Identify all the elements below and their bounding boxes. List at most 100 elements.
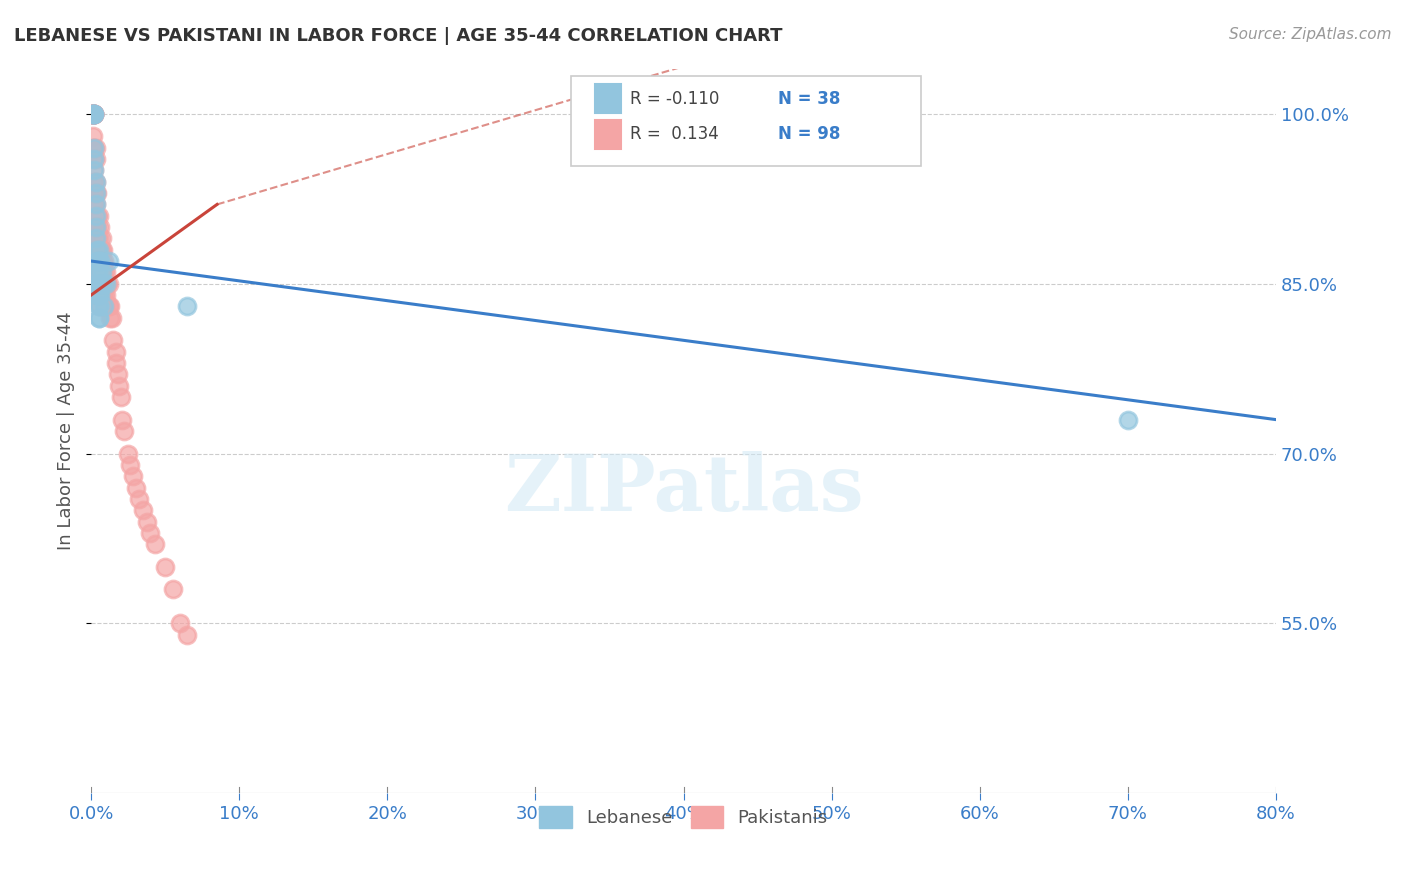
Point (82, 107, 104, 121)
Point (89, 288, 111, 302)
Point (107, 368, 129, 382)
Point (96, 277, 118, 291)
Point (87, 277, 110, 291)
Point (84, 254, 107, 268)
Text: LEBANESE VS PAKISTANI IN LABOR FORCE | AGE 35-44 CORRELATION CHART: LEBANESE VS PAKISTANI IN LABOR FORCE | A… (14, 27, 783, 45)
Point (82, 107, 104, 121)
Point (97, 254, 120, 268)
Point (90, 277, 112, 291)
Point (84, 209, 107, 223)
Point (89, 288, 111, 302)
Point (91, 265, 114, 279)
Point (87, 288, 110, 302)
Point (100, 299, 122, 313)
Point (83, 107, 105, 121)
Point (83, 186, 105, 200)
Point (90, 265, 112, 279)
Point (94, 277, 117, 291)
Point (108, 378, 131, 392)
Point (1116, 412, 1139, 426)
Point (111, 412, 134, 426)
Point (86, 277, 108, 291)
Point (86, 231, 108, 245)
Point (110, 390, 132, 404)
Point (94, 288, 117, 302)
Legend: Lebanese, Pakistanis: Lebanese, Pakistanis (531, 798, 835, 835)
Point (87, 277, 110, 291)
Point (82, 107, 104, 121)
Point (83, 175, 105, 189)
Text: R = -0.110: R = -0.110 (630, 89, 720, 108)
Point (82, 141, 104, 155)
Point (87, 231, 110, 245)
Point (101, 310, 124, 325)
Point (89, 265, 111, 279)
Point (90, 231, 112, 245)
Point (90, 254, 112, 268)
Point (139, 525, 162, 540)
Point (86, 288, 108, 302)
Point (117, 447, 139, 461)
Bar (595, 84, 621, 113)
Point (87, 310, 110, 325)
Point (82, 107, 104, 121)
Point (91, 243, 114, 257)
Point (83, 107, 105, 121)
Point (94, 265, 117, 279)
Text: N = 98: N = 98 (779, 125, 841, 144)
Point (87, 209, 110, 223)
Point (143, 537, 166, 551)
Point (86, 243, 108, 257)
Point (84, 220, 107, 235)
Point (89, 299, 111, 313)
Point (87, 243, 110, 257)
Point (86, 254, 108, 268)
Point (87, 310, 110, 325)
Point (89, 220, 111, 235)
Point (162, 582, 184, 597)
Point (82, 129, 104, 144)
Point (86, 265, 108, 279)
Point (83, 141, 105, 155)
FancyBboxPatch shape (571, 76, 921, 167)
Point (91, 277, 114, 291)
Point (87, 288, 110, 302)
Text: R =  0.134: R = 0.134 (630, 125, 718, 144)
Point (93, 288, 115, 302)
Point (83, 254, 105, 268)
Point (82, 107, 104, 121)
Point (105, 344, 128, 359)
Point (89, 254, 111, 268)
Point (105, 356, 128, 370)
Point (82, 107, 104, 121)
Text: N = 38: N = 38 (779, 89, 841, 108)
Point (89, 277, 111, 291)
Point (82, 107, 104, 121)
Point (90, 288, 112, 302)
Point (89, 277, 111, 291)
Point (86, 220, 108, 235)
Point (97, 299, 120, 313)
Point (84, 265, 107, 279)
Point (83, 141, 105, 155)
Point (87, 254, 110, 268)
Point (128, 491, 150, 506)
Point (83, 107, 105, 121)
Point (176, 628, 198, 642)
Point (132, 503, 155, 517)
Point (84, 175, 107, 189)
Point (84, 231, 107, 245)
Point (86, 254, 108, 268)
Point (82, 107, 104, 121)
Point (84, 152, 107, 166)
Point (84, 186, 107, 200)
Point (94, 277, 117, 291)
Point (97, 277, 120, 291)
Point (87, 299, 110, 313)
Point (84, 175, 107, 189)
Point (93, 277, 115, 291)
Point (83, 243, 105, 257)
Point (94, 299, 117, 313)
Point (91, 277, 114, 291)
Point (93, 254, 115, 268)
